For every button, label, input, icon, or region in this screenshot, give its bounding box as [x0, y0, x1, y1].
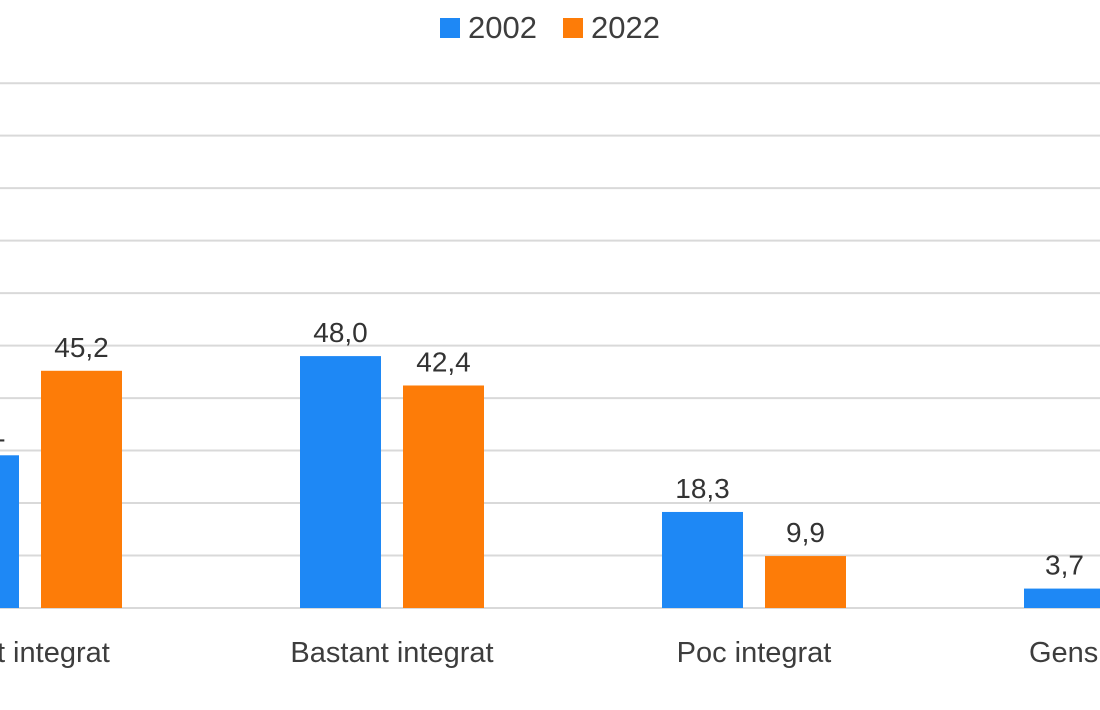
legend-label-2022: 2022 — [591, 10, 660, 45]
bar-2002-1 — [0, 455, 19, 608]
bar-2022-1 — [41, 370, 122, 608]
legend-swatch-2022 — [563, 18, 583, 38]
data-label-2022-1: 45,2 — [54, 332, 109, 363]
legend-label-2002: 2002 — [468, 10, 537, 45]
data-label-2022-3: 9,9 — [786, 517, 825, 548]
data-label-2002-4: 3,7 — [1045, 550, 1084, 581]
bar-2002-3 — [662, 511, 743, 608]
bar-2022-2 — [403, 385, 484, 608]
data-label-2002-2: 48,0 — [313, 317, 368, 348]
chart-legend: 2002 2022 — [0, 10, 1100, 46]
bar-2022-3 — [765, 556, 846, 608]
bar-2002-4 — [1024, 588, 1100, 608]
legend-item-2022: 2022 — [563, 10, 660, 46]
category-label-2: Bastant integrat — [290, 637, 493, 669]
category-label-4: Gens integrat — [1029, 637, 1100, 669]
data-label-2022-2: 42,4 — [416, 346, 471, 377]
data-label-2002-3: 18,3 — [675, 473, 730, 504]
category-label-1: Molt integrat — [0, 637, 110, 669]
data-label-2002-1: 29,1 — [0, 416, 6, 447]
category-label-3: Poc integrat — [677, 637, 832, 669]
bar-2002-2 — [300, 356, 381, 608]
legend-item-2002: 2002 — [440, 10, 537, 46]
legend-swatch-2002 — [440, 18, 461, 38]
